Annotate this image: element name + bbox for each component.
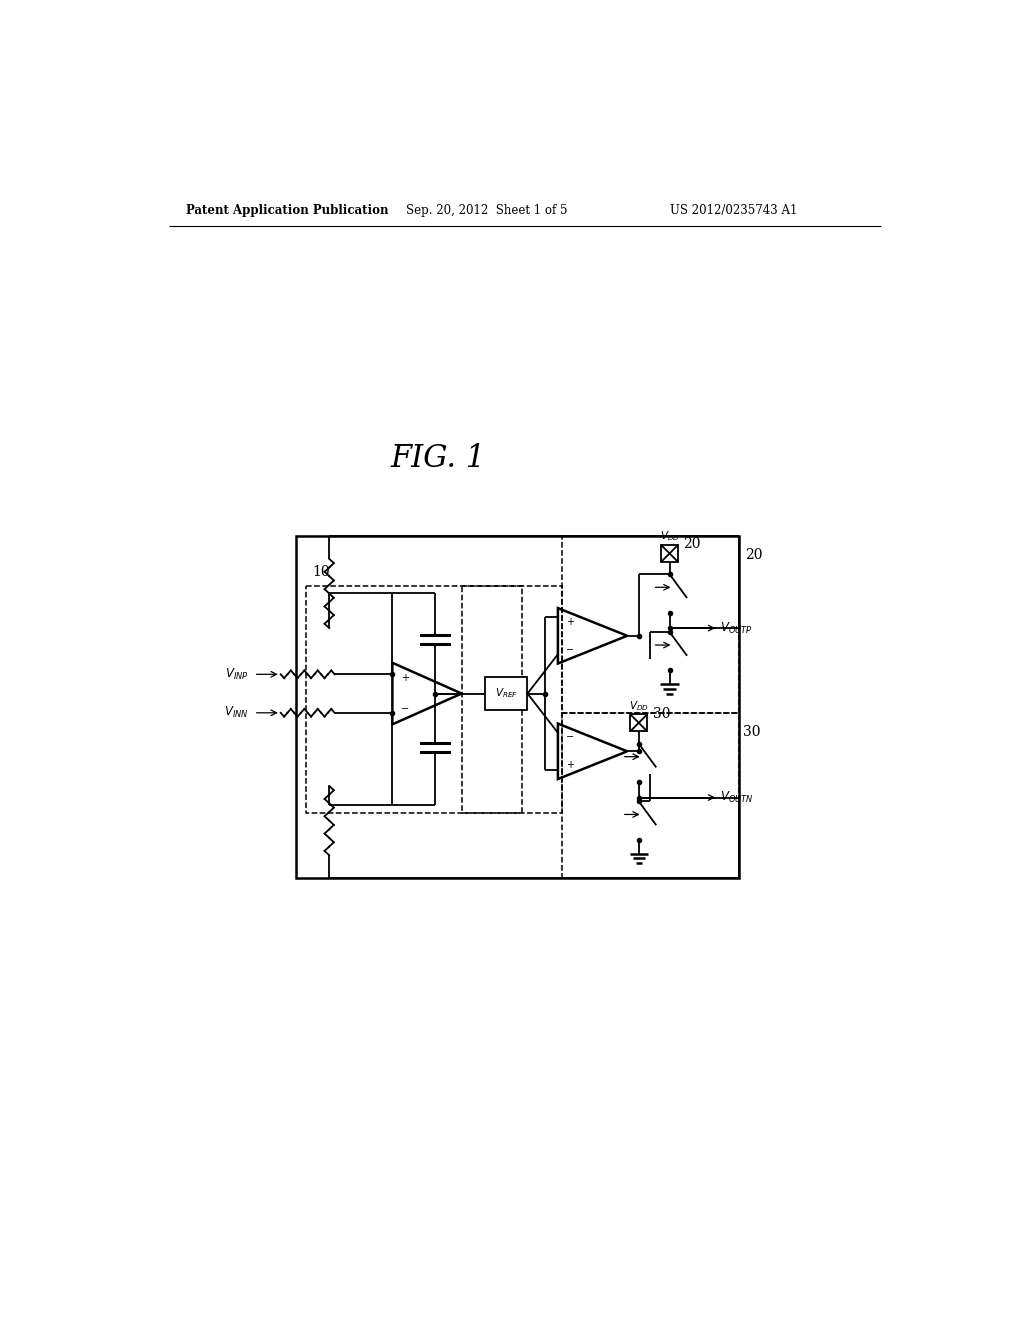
- Text: FIG. 1: FIG. 1: [391, 444, 486, 474]
- Text: US 2012/0235743 A1: US 2012/0235743 A1: [670, 205, 797, 218]
- Bar: [462, 586, 562, 813]
- Text: +: +: [400, 673, 409, 684]
- Bar: [562, 713, 739, 878]
- Text: +: +: [566, 616, 574, 627]
- Text: $V_{DD}$: $V_{DD}$: [659, 529, 680, 544]
- Text: 20: 20: [683, 537, 700, 552]
- Text: 20: 20: [745, 548, 763, 562]
- Text: −: −: [400, 704, 409, 714]
- Bar: [485, 677, 527, 710]
- Text: $V_{OUTN}$: $V_{OUTN}$: [720, 789, 754, 805]
- Text: 10: 10: [312, 565, 330, 579]
- Bar: [296, 536, 739, 878]
- Text: $V_{DD}$: $V_{DD}$: [629, 700, 648, 713]
- Text: Sep. 20, 2012  Sheet 1 of 5: Sep. 20, 2012 Sheet 1 of 5: [407, 205, 567, 218]
- Text: $V_{REF}$: $V_{REF}$: [495, 686, 518, 701]
- Text: −: −: [566, 733, 574, 742]
- Bar: [306, 586, 521, 813]
- Text: $V_{INN}$: $V_{INN}$: [224, 705, 249, 721]
- Text: $V_{INP}$: $V_{INP}$: [225, 667, 249, 682]
- Text: 30: 30: [742, 725, 760, 739]
- Bar: [662, 545, 678, 562]
- Text: −: −: [566, 644, 574, 655]
- Bar: [631, 714, 647, 731]
- Text: +: +: [566, 760, 574, 770]
- Text: 30: 30: [652, 706, 670, 721]
- Bar: [562, 536, 739, 713]
- Text: $V_{OUTP}$: $V_{OUTP}$: [720, 620, 753, 636]
- Text: Patent Application Publication: Patent Application Publication: [186, 205, 388, 218]
